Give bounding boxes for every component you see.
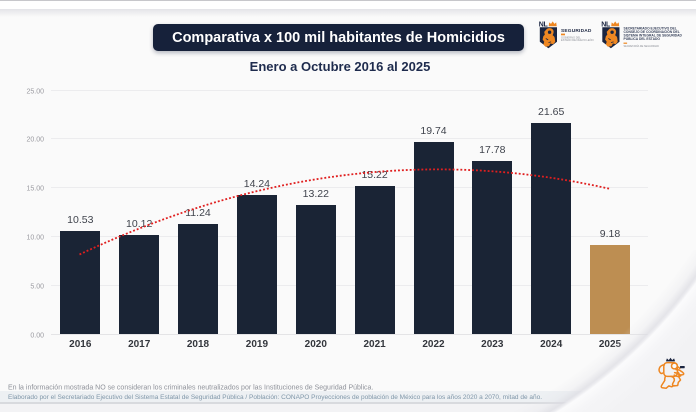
svg-text:SISTEMA INTEGRAL DE SEGURIDAD: SISTEMA INTEGRAL DE SEGURIDAD bbox=[624, 34, 683, 38]
svg-text:NL: NL bbox=[601, 21, 611, 28]
svg-text:CONSEJO DE COORDINACIÓN DEL: CONSEJO DE COORDINACIÓN DEL bbox=[624, 29, 680, 34]
svg-text:NL: NL bbox=[539, 21, 549, 28]
svg-text:SEGURIDAD: SEGURIDAD bbox=[561, 28, 592, 34]
svg-text:SECRETARÍA DE SEGURIDAD: SECRETARÍA DE SEGURIDAD bbox=[624, 45, 660, 48]
svg-text:SECRETARIADO EJECUTIVO DEL: SECRETARIADO EJECUTIVO DEL bbox=[624, 27, 677, 31]
svg-text:PÚBLICA DEL ESTADO: PÚBLICA DEL ESTADO bbox=[624, 36, 661, 41]
svg-text:ESTADO DE NUEVO LEÓN: ESTADO DE NUEVO LEÓN bbox=[561, 37, 594, 42]
svg-text:GOBIERNO DEL: GOBIERNO DEL bbox=[561, 35, 581, 39]
